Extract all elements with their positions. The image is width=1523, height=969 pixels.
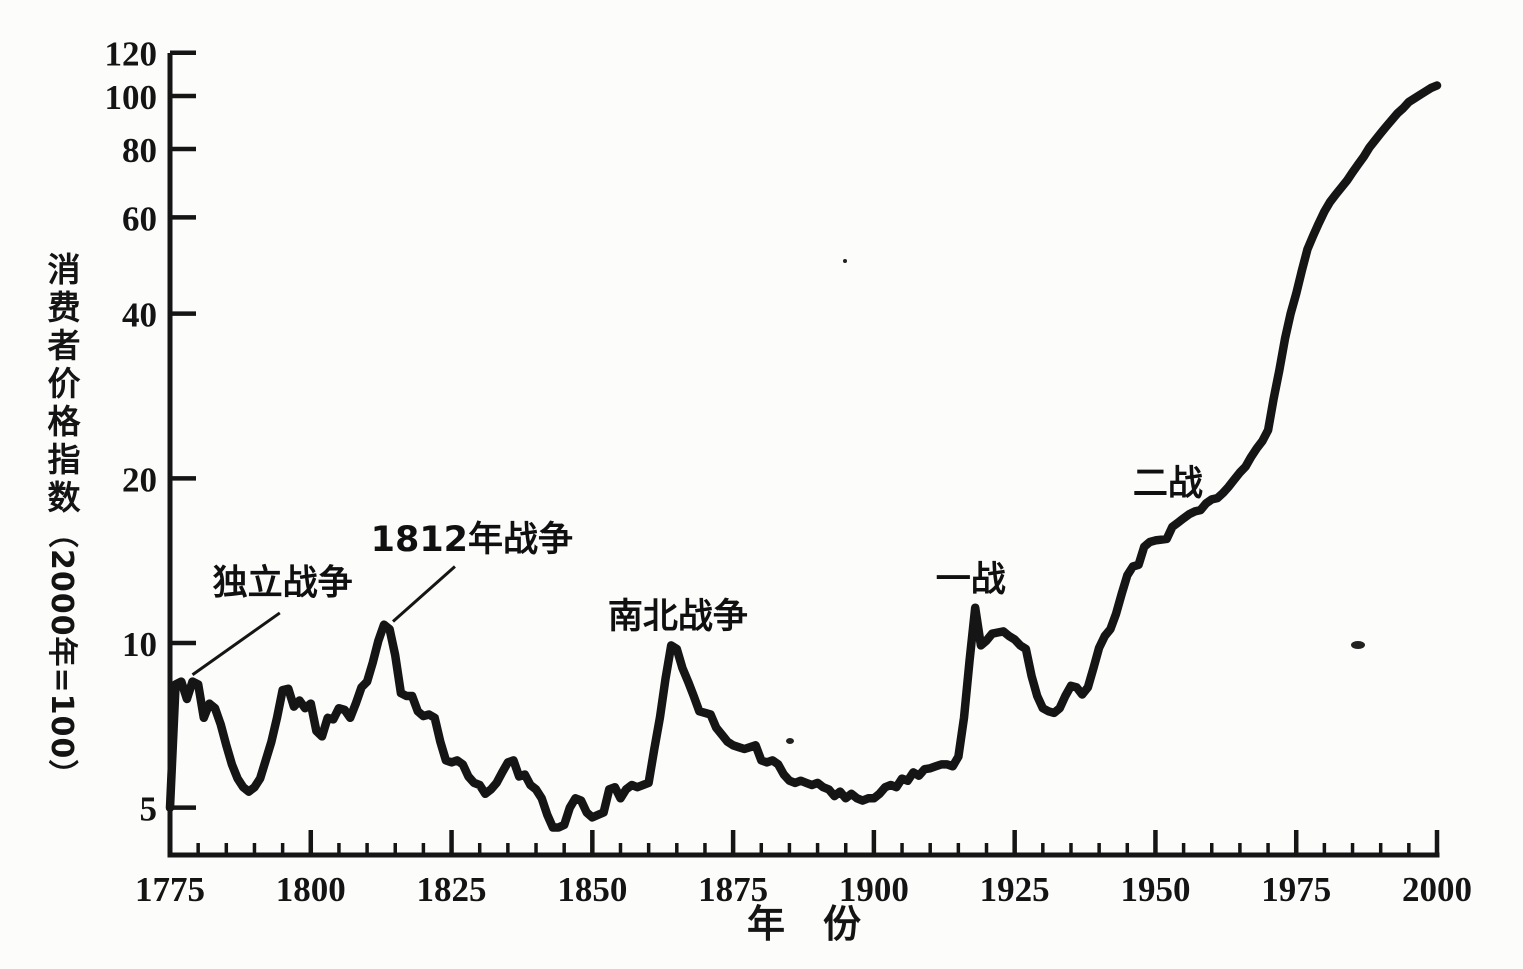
print-speck-0 bbox=[1351, 641, 1365, 649]
x-tick-label-1875: 1875 bbox=[698, 870, 768, 909]
y-axis-title-paren: （2000年=100） bbox=[44, 518, 79, 791]
annotation-war-of-1812: 1812年战争 bbox=[371, 520, 573, 623]
y-axis-title-main: 消费者价格指数 bbox=[42, 252, 81, 518]
annotation-leader-war-of-1812 bbox=[391, 565, 456, 623]
x-tick-label-1775: 1775 bbox=[135, 870, 205, 909]
x-tick-label-1800: 1800 bbox=[276, 870, 346, 909]
y-tick-label-120: 120 bbox=[105, 35, 158, 74]
y-tick-label-10: 10 bbox=[122, 625, 157, 664]
annotation-leader-war-of-independence bbox=[191, 611, 281, 676]
y-tick-label-5: 5 bbox=[140, 790, 158, 829]
x-tick-label-1850: 1850 bbox=[557, 870, 627, 909]
x-tick-label-1825: 1825 bbox=[417, 870, 487, 909]
annotation-label-war-of-1812: 1812年战争 bbox=[371, 520, 573, 560]
y-tick-label-60: 60 bbox=[122, 199, 157, 238]
annotation-label-wwii: 二战 bbox=[1133, 464, 1203, 504]
annotation-civil-war: 南北战争 bbox=[608, 597, 748, 637]
annotation-war-of-independence: 独立战争 bbox=[191, 564, 353, 676]
x-tick-label-1950: 1950 bbox=[1120, 870, 1190, 909]
y-tick-label-20: 20 bbox=[122, 460, 157, 499]
x-tick-label-1900: 1900 bbox=[839, 870, 909, 909]
y-tick-label-100: 100 bbox=[105, 78, 158, 117]
x-axis-ticks: 1775 1800 1825 1850 1875 1900 1925 1950 1975 2000 bbox=[135, 830, 1472, 909]
annotation-wwi: 一战 bbox=[936, 560, 1006, 600]
cpi-series-line bbox=[165, 81, 1442, 832]
annotation-label-wwi: 一战 bbox=[936, 560, 1006, 600]
x-tick-label-1925: 1925 bbox=[980, 870, 1050, 909]
y-axis-ticks: 120 100 80 60 40 20 10 5 bbox=[105, 35, 196, 829]
print-speck-1 bbox=[786, 738, 794, 744]
print-artifacts bbox=[786, 259, 1365, 744]
y-tick-label-40: 40 bbox=[122, 296, 157, 335]
x-tick-label-1975: 1975 bbox=[1261, 870, 1331, 909]
x-tick-label-2000: 2000 bbox=[1402, 870, 1472, 909]
annotation-label-war-of-independence: 独立战争 bbox=[213, 564, 353, 604]
annotation-label-civil-war: 南北战争 bbox=[608, 597, 748, 637]
print-speck-2 bbox=[843, 259, 847, 263]
y-tick-label-80: 80 bbox=[122, 131, 157, 170]
annotation-wwii: 二战 bbox=[1133, 464, 1203, 504]
y-axis-title: 消费者价格指数（2000年=100） bbox=[42, 252, 81, 791]
x-axis-title: 年 份 bbox=[746, 902, 861, 946]
